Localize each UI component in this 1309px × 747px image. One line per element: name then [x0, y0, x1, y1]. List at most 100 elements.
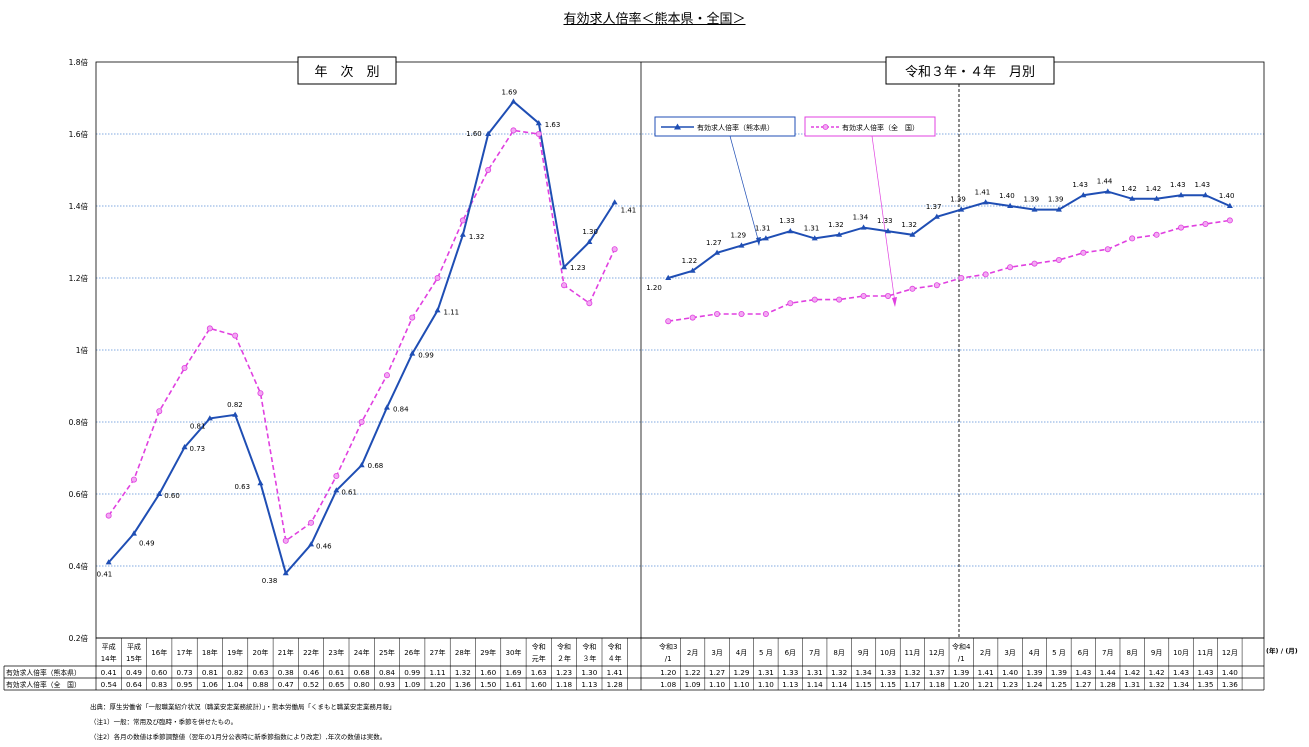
- point-kumamoto: [181, 444, 188, 450]
- legend-label-kumamoto: 有効求人倍率（熊本県）: [697, 123, 774, 132]
- x-tick-label: 22年: [303, 648, 319, 657]
- point-kumamoto: [459, 231, 466, 237]
- table-cell-national: 0.47: [278, 680, 294, 689]
- y-tick-label: 1.8倍: [69, 57, 89, 67]
- x-tick-label: 平成: [127, 642, 141, 651]
- table-cell-national: 1.20: [953, 680, 969, 689]
- table-cell-national: 0.93: [379, 680, 395, 689]
- annual-panel-label: 年 次 別: [314, 64, 379, 80]
- x-tick-label: 19年: [227, 648, 243, 657]
- table-cell-kumamoto: 1.63: [531, 668, 547, 677]
- table-cell-kumamoto: 0.49: [126, 668, 142, 677]
- point-national: [535, 130, 542, 137]
- point-national: [232, 332, 239, 339]
- point-national: [510, 127, 517, 134]
- table-cell-kumamoto: 0.99: [404, 668, 420, 677]
- legend-leader-national: [871, 135, 896, 304]
- point-kumamoto: [689, 267, 696, 273]
- point-kumamoto: [586, 238, 593, 244]
- point-national: [485, 166, 492, 173]
- table-cell-national: 1.28: [1100, 680, 1116, 689]
- point-national: [909, 285, 916, 292]
- point-kumamoto: [1226, 202, 1233, 208]
- x-tick-label: 令和: [532, 642, 546, 651]
- point-national: [1104, 246, 1111, 253]
- table-cell-national: 1.15: [856, 680, 872, 689]
- data-label-kumamoto: 1.60: [466, 130, 482, 138]
- source-note: 出典：厚生労働省「一般職業紹介状況（職業安定業務統計）」・熊本労働局「くまもと職…: [90, 703, 396, 711]
- point-national: [358, 418, 365, 425]
- point-national: [561, 282, 568, 289]
- table-cell-kumamoto: 1.33: [880, 668, 896, 677]
- point-national: [884, 292, 891, 299]
- table-cell-national: 0.65: [328, 680, 344, 689]
- x-tick-label: ４年: [608, 654, 622, 663]
- monthly-panel-label: 令和３年・４年 月別: [905, 65, 1035, 80]
- point-national: [958, 274, 965, 281]
- point-national: [982, 271, 989, 278]
- legend-label-national: 有効求人倍率（全 国）: [842, 123, 919, 132]
- table-cell-kumamoto: 1.33: [782, 668, 798, 677]
- x-tick-label: 令和: [557, 642, 571, 651]
- data-label-kumamoto: 0.63: [234, 483, 250, 491]
- table-cell-kumamoto: 1.41: [978, 668, 994, 677]
- table-cell-kumamoto: 1.42: [1124, 668, 1140, 677]
- table-cell-national: 1.35: [1197, 680, 1213, 689]
- table-cell-national: 1.50: [480, 680, 496, 689]
- point-kumamoto: [811, 235, 818, 241]
- point-kumamoto: [333, 487, 340, 493]
- series-line-kumamoto: [107, 100, 616, 576]
- table-cell-kumamoto: 1.42: [1149, 668, 1165, 677]
- y-tick-label: 0.2倍: [69, 633, 89, 643]
- point-kumamoto: [1055, 206, 1062, 212]
- table-cell-national: 1.31: [1124, 680, 1140, 689]
- y-tick-label: 0.8倍: [69, 417, 89, 427]
- data-label-kumamoto: 0.46: [316, 542, 332, 550]
- data-label-kumamoto: 0.73: [190, 445, 206, 453]
- x-tick-label: 16年: [151, 648, 167, 657]
- x-tick-label: 30年: [505, 648, 521, 657]
- x-tick-label: 2月: [687, 649, 698, 657]
- notes: 出典：厚生労働省「一般職業紹介状況（職業安定業務統計）」・熊本労働局「くまもと職…: [90, 700, 395, 745]
- x-tick-label: 5 月: [759, 649, 773, 657]
- point-national: [206, 325, 213, 332]
- data-label-kumamoto: 1.39: [1048, 196, 1064, 204]
- table-cell-national: 0.52: [303, 680, 319, 689]
- y-tick-label: 1.2倍: [69, 273, 89, 283]
- note-2: （注2）各月の数値は季節調整値（翌年の1月分公表時に新季節指数により改定）,年次…: [90, 733, 387, 741]
- point-kumamoto: [257, 480, 264, 486]
- table-cell-kumamoto: 1.37: [929, 668, 945, 677]
- data-label-kumamoto: 1.37: [926, 203, 942, 211]
- table-cell-national: 0.80: [354, 680, 370, 689]
- table-cell-kumamoto: 1.32: [831, 668, 847, 677]
- point-national: [933, 282, 940, 289]
- table-row-label-national: 有効求人倍率（全 国）: [6, 680, 81, 689]
- table-cell-kumamoto: 1.43: [1197, 668, 1213, 677]
- point-national: [811, 296, 818, 303]
- x-tick-label: 27年: [430, 648, 446, 657]
- table-cell-kumamoto: 1.43: [1075, 668, 1091, 677]
- x-tick-label: 8月: [833, 649, 844, 657]
- x-tick-label: 12月: [929, 649, 945, 657]
- point-national: [1080, 249, 1087, 256]
- x-tick-label: /1: [665, 655, 672, 663]
- data-label-kumamoto: 1.44: [1097, 178, 1113, 186]
- point-kumamoto: [787, 228, 794, 234]
- table-cell-kumamoto: 0.46: [303, 668, 319, 677]
- data-label-kumamoto: 0.68: [368, 462, 384, 470]
- data-label-kumamoto: 0.61: [341, 488, 357, 496]
- x-tick-label: 6月: [1078, 649, 1089, 657]
- data-label-kumamoto: 1.31: [804, 224, 820, 232]
- point-kumamoto: [1129, 195, 1136, 201]
- table-cell-kumamoto: 1.44: [1100, 668, 1116, 677]
- x-tick-label: 平成: [102, 642, 116, 651]
- x-tick-label: 20年: [252, 648, 268, 657]
- point-kumamoto: [1007, 202, 1014, 208]
- x-tick-label: 3月: [711, 649, 722, 657]
- table-cell-national: 1.32: [1149, 680, 1165, 689]
- table-cell-national: 1.06: [202, 680, 218, 689]
- x-tick-label: 29年: [480, 648, 496, 657]
- point-national: [860, 292, 867, 299]
- data-label-kumamoto: 1.20: [646, 284, 662, 292]
- x-tick-label: 4月: [736, 649, 747, 657]
